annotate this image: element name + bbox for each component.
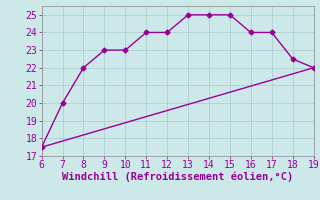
X-axis label: Windchill (Refroidissement éolien,°C): Windchill (Refroidissement éolien,°C) xyxy=(62,172,293,182)
